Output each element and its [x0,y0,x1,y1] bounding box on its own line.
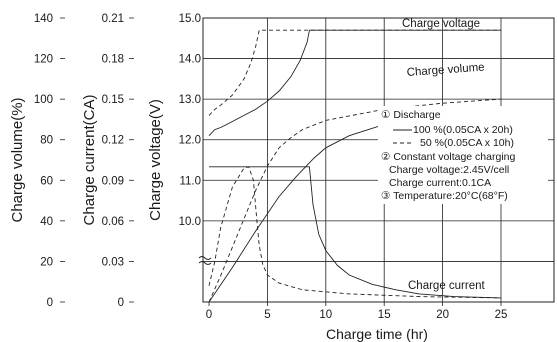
voltage-tick-label: 10.0 [179,216,201,228]
volume-tick-label: 120 [34,54,53,66]
x-tick-label: 20 [436,309,449,321]
volume-tick-label: 140 [34,13,53,25]
voltage-tick-label: 14.0 [179,54,201,66]
x-axis-title: Charge time (hr) [326,326,428,342]
legend-50-label: 50 %(0.05CA x 10h) [420,137,514,149]
legend-cv-current: Charge current:0.1CA [389,177,491,189]
volume-curve-label: Charge volume [406,62,485,79]
current-tick-label: 0.03 [102,256,124,268]
volume-tick-label: 100 [34,94,53,106]
legend-cv-voltage: Charge voltage:2.45V/cell [389,164,509,176]
voltage-axis-title: Charge voltage(V) [147,99,164,221]
x-tick-label: 5 [264,309,270,321]
x-tick-label: 25 [495,309,508,321]
legend-discharge-title: ① Discharge [381,109,441,121]
legend-temperature: ③ Temperature:20°C(68°F) [381,190,508,202]
x-tick-label: 10 [319,309,332,321]
current-tick-label: 0.15 [102,94,124,106]
volume-tick-label: 40 [40,216,53,228]
x-tick-label: 15 [378,309,391,321]
voltage-curve-label: Charge voltage [402,18,480,30]
legend: ① Discharge 100 %(0.05CA x 20h) 50 %(0.0… [378,106,548,204]
charge-voltage-solid-line [208,29,501,137]
axis-break-mark [198,256,212,265]
charge-current-solid-line [209,166,502,299]
axis-layer: 0 5 10 15 20 25 140 120 100 80 60 40 20 0 0.21 0.18 0.15… [34,13,508,321]
current-tick-label: 0 [118,297,124,309]
volume-tick-label: 20 [40,256,53,268]
charge-voltage-dashed-line [208,29,501,116]
volume-tick-label: 0 [47,297,53,309]
legend-cv-title: ② Constant voltage charging [381,151,515,163]
legend-100-label: 100 %(0.05CA x 20h) [413,124,513,136]
voltage-tick-label: 13.0 [179,94,201,106]
current-tick-label: 0.12 [102,135,124,147]
voltage-tick-label: 11.0 [179,175,201,187]
volume-tick-label: 60 [40,175,53,187]
current-tick-label: 0.09 [102,175,124,187]
series-layer [208,29,502,303]
current-curve-label: Charge current [408,280,486,292]
voltage-tick-label: 15.0 [179,13,201,25]
volume-tick-label: 80 [40,135,53,147]
legend-background [378,106,548,204]
x-tick-label: 0 [206,309,212,321]
volume-axis-title: Charge volume(%) [9,97,26,222]
current-tick-label: 0.06 [102,216,124,228]
current-tick-label: 0.18 [102,54,124,66]
charge-current-dashed-line [208,166,502,299]
voltage-tick-label: 12.0 [179,135,201,147]
current-tick-label: 0.21 [102,13,124,25]
current-axis-title: Charge current(CA) [81,95,98,226]
